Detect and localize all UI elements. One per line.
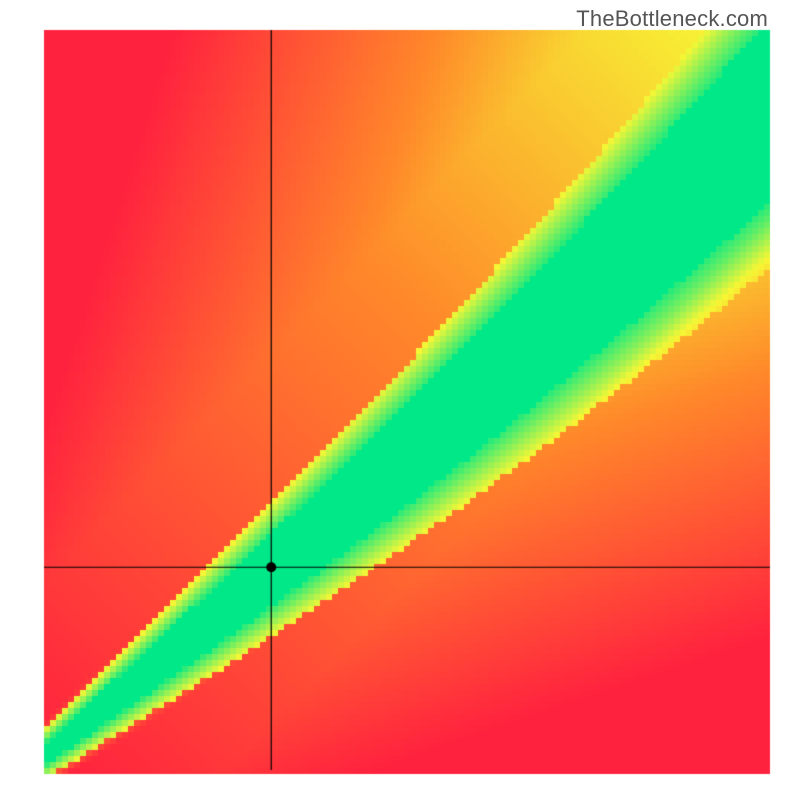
chart-container: TheBottleneck.com [0, 0, 800, 800]
heatmap-canvas [0, 0, 800, 800]
watermark-text: TheBottleneck.com [576, 6, 768, 32]
